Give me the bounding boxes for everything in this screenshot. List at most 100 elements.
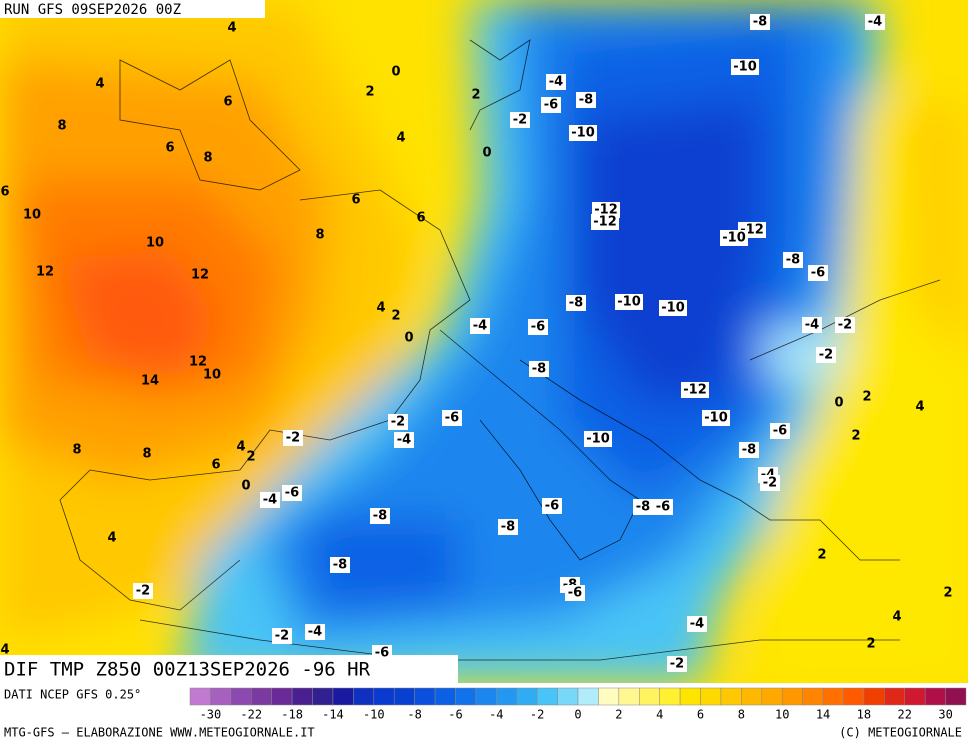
- contour-label: -10: [571, 126, 595, 141]
- contour-label: -8: [636, 500, 650, 515]
- contour-label: -8: [333, 558, 347, 573]
- contour-label: -8: [753, 15, 767, 30]
- contour-label: -4: [805, 318, 819, 333]
- contour-label-box: [542, 498, 562, 514]
- legend-tick-label: 18: [857, 708, 871, 722]
- contour-label: -2: [275, 629, 289, 644]
- legend-tick-label: -10: [363, 708, 385, 722]
- contour-label: -2: [763, 476, 777, 491]
- contour-label: 6: [416, 211, 425, 226]
- contour-label: -8: [742, 443, 756, 458]
- contour-label: 4: [892, 610, 901, 625]
- contour-label-box: [770, 423, 790, 439]
- legend-swatch: [618, 687, 640, 706]
- contour-label: 4: [236, 440, 245, 455]
- contour-label: 8: [203, 151, 212, 166]
- contour-label-box: [702, 410, 730, 426]
- contour-label-box: [808, 265, 828, 281]
- contour-label-box: [541, 97, 561, 113]
- contour-label: 6: [211, 458, 220, 473]
- contour-label: -8: [532, 362, 546, 377]
- legend-tick-label: -22: [240, 708, 262, 722]
- legend-swatch: [496, 687, 517, 706]
- contour-label: 8: [315, 228, 324, 243]
- legend-swatch: [659, 687, 681, 706]
- contour-label: 2: [471, 88, 480, 103]
- legend-swatch: [189, 687, 211, 706]
- legend-swatch: [843, 687, 865, 706]
- contour-label-box: [760, 475, 780, 491]
- legend-swatch: [373, 687, 395, 706]
- contour-label-box: [653, 499, 673, 515]
- contour-label: -2: [391, 415, 405, 430]
- legend-tick-label: 14: [816, 708, 830, 722]
- legend-swatch: [434, 687, 456, 706]
- contour-label: -8: [579, 93, 593, 108]
- contour-label: -4: [690, 617, 704, 632]
- legend-swatch: [741, 687, 763, 706]
- contour-label-box: [498, 519, 518, 535]
- contour-label: 2: [851, 429, 860, 444]
- contour-label-box: [739, 442, 759, 458]
- contour-label-box: [615, 294, 643, 310]
- legend-swatch: [271, 687, 293, 706]
- contour-label: 4: [227, 21, 236, 36]
- contour-label: 2: [817, 548, 826, 563]
- contour-label-box: [388, 414, 408, 430]
- contour-label: -10: [733, 60, 757, 75]
- contour-label: 4: [107, 531, 116, 546]
- contour-label-box: [687, 616, 707, 632]
- contour-label: 12: [189, 355, 207, 370]
- contour-label-box: [667, 656, 687, 672]
- contour-label-box: [565, 585, 585, 601]
- contour-label-box: [816, 347, 836, 363]
- contour-label: 6: [165, 141, 174, 156]
- contour-label: 6: [0, 185, 9, 200]
- contour-label: -4: [549, 75, 563, 90]
- contour-label: -2: [513, 113, 527, 128]
- legend-tick-label: -4: [489, 708, 503, 722]
- contour-label-box: [133, 583, 153, 599]
- legend-swatch: [863, 687, 885, 706]
- contour-label: 2: [246, 450, 255, 465]
- contour-label-box: [272, 628, 292, 644]
- map-title: DIF TMP Z850 00Z13SEP2026 -96 HR: [4, 659, 371, 681]
- contour-label: 8: [72, 443, 81, 458]
- contour-label-box: [731, 59, 759, 75]
- contour-label: -4: [263, 493, 277, 508]
- legend-swatch: [516, 687, 538, 706]
- legend-swatch: [945, 687, 967, 706]
- contour-label-box: [330, 557, 350, 573]
- legend-swatch: [761, 687, 783, 706]
- legend-swatch: [475, 687, 497, 706]
- contour-label: 4: [0, 643, 9, 658]
- contour-label-box: [750, 14, 770, 30]
- legend-tick-label: -8: [407, 708, 421, 722]
- contour-label: -10: [617, 295, 641, 310]
- contour-label-box: [591, 214, 619, 230]
- contour-label-box: [720, 230, 748, 246]
- contour-label: -2: [286, 431, 300, 446]
- contour-label-box: [584, 431, 612, 447]
- contour-label: -6: [285, 486, 299, 501]
- contour-label-box: [633, 499, 653, 515]
- contour-label: 0: [834, 396, 843, 411]
- contour-label-box: [510, 112, 530, 128]
- contour-label: -6: [445, 411, 459, 426]
- contour-label: -6: [375, 646, 389, 661]
- contour-label: 8: [57, 119, 66, 134]
- contour-label-box: [576, 92, 596, 108]
- legend-tick-label: 6: [697, 708, 704, 722]
- map-field: [0, 0, 968, 683]
- legend-tick-label: 22: [898, 708, 912, 722]
- contour-label-box: [566, 295, 586, 311]
- contour-label-box: [569, 125, 597, 141]
- contour-label: 6: [351, 193, 360, 208]
- contour-label-box: [865, 14, 885, 30]
- color-legend: -30 -22 -18 -14 -10 -8 -6 -4 -2 0 2 4 6 8 10 14 18 22 30: [189, 687, 967, 722]
- run-label: RUN GFS 09SEP2026 00Z: [4, 2, 181, 18]
- contour-label: -6: [811, 266, 825, 281]
- legend-swatch: [393, 687, 415, 706]
- contour-label-box: [546, 74, 566, 90]
